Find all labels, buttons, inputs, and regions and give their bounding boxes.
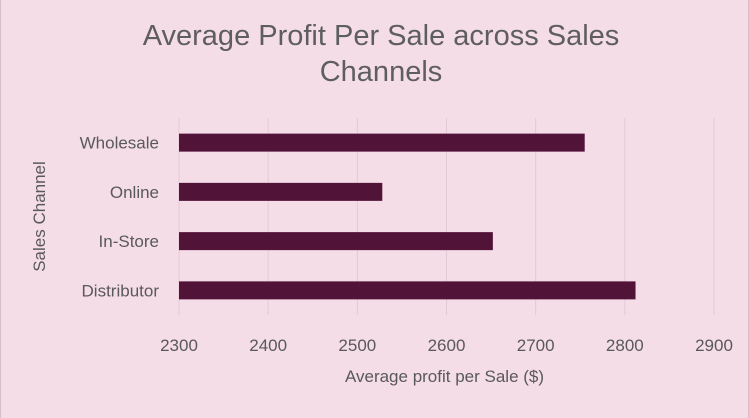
x-tick-label: 2800: [606, 336, 644, 355]
bar-in-store: [179, 232, 493, 251]
bar-wholesale: [179, 133, 585, 152]
x-tick-label: 2400: [249, 336, 287, 355]
category-label: Online: [110, 183, 159, 202]
x-tick-label: 2700: [517, 336, 555, 355]
bar-online: [179, 182, 383, 201]
category-axis-labels: Wholesale Online In-Store Distributor: [80, 134, 160, 301]
bar-distributor: [179, 281, 636, 300]
x-tick-label: 2500: [338, 336, 376, 355]
y-axis-title: Sales Channel: [30, 161, 49, 272]
category-label: Distributor: [82, 281, 160, 300]
category-label: Wholesale: [80, 134, 159, 153]
bars: [179, 133, 636, 300]
x-tick-label: 2300: [160, 336, 198, 355]
category-label: In-Store: [99, 232, 159, 251]
x-axis-title: Average profit per Sale ($): [345, 367, 544, 386]
chart-title: Average Profit Per Sale across Sales Cha…: [142, 20, 620, 88]
x-tick-label: 2900: [695, 336, 733, 355]
value-axis-labels: 2300 2400 2500 2600 2700 2800 2900: [160, 336, 733, 355]
x-tick-label: 2600: [428, 336, 466, 355]
